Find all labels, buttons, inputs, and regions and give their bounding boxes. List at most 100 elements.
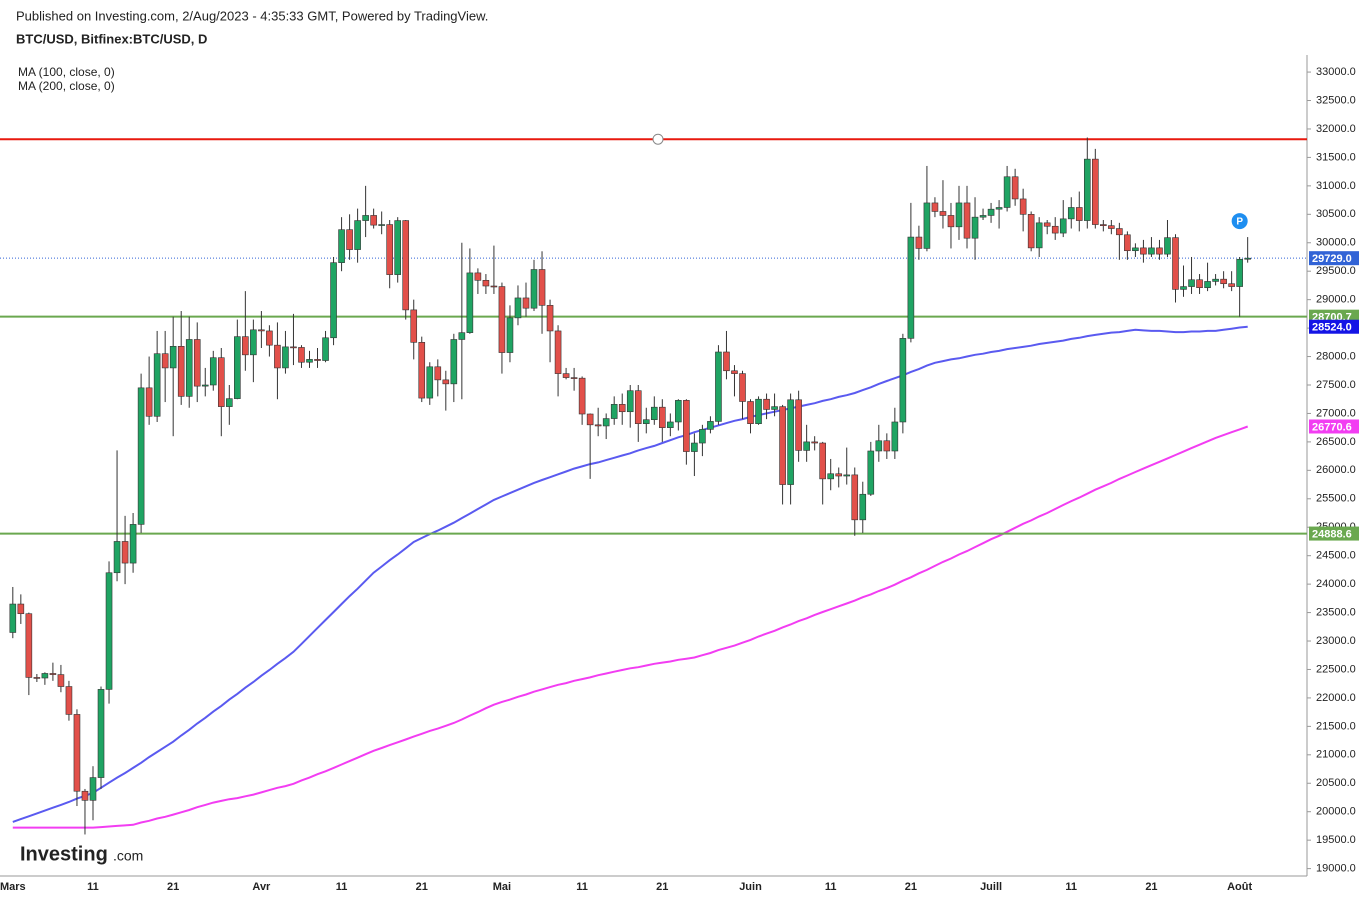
- y-tick-label: 28000.0: [1316, 350, 1356, 362]
- candle-body: [402, 220, 410, 311]
- candle-body: [217, 357, 225, 407]
- y-tick-label: 32500.0: [1316, 94, 1356, 106]
- candle-body: [699, 429, 706, 444]
- y-tick-label: 20500.0: [1316, 777, 1356, 789]
- y-tick-label: 29000.0: [1316, 294, 1356, 306]
- candle-body: [322, 337, 329, 361]
- price-tag-label: 29729.0: [1312, 253, 1352, 265]
- candle-body: [987, 208, 995, 216]
- candle-body: [1244, 257, 1251, 260]
- candle-body: [1204, 281, 1211, 289]
- y-tick-label: 23000.0: [1316, 635, 1356, 647]
- y-tick-label: 30500.0: [1316, 208, 1356, 220]
- ma-line: [12, 425, 1249, 829]
- candle-body: [707, 421, 714, 430]
- candle-body: [947, 215, 955, 228]
- y-tick-label: 20000.0: [1316, 806, 1356, 818]
- candle-body: [602, 418, 610, 427]
- candle-body: [634, 390, 642, 424]
- candle-body: [626, 390, 634, 413]
- y-tick-label: 21500.0: [1316, 720, 1356, 732]
- candle-body: [17, 603, 25, 615]
- candle-body: [490, 285, 498, 288]
- candle-body: [538, 269, 546, 306]
- candle-body: [121, 541, 129, 564]
- plot-area: [0, 133, 1307, 835]
- y-tick-label: 21000.0: [1316, 749, 1356, 761]
- candle-body: [410, 309, 418, 343]
- candle-body: [1132, 247, 1139, 252]
- candle-body: [426, 366, 434, 399]
- candle-body: [418, 342, 426, 399]
- x-tick-label: Juin: [739, 881, 762, 893]
- x-tick-label: Avr: [252, 881, 271, 893]
- candle-body: [1051, 225, 1059, 234]
- price-tag: [1309, 419, 1359, 434]
- candle-body: [193, 339, 201, 387]
- candle-body: [570, 377, 578, 379]
- x-tick-label: 11: [576, 881, 588, 893]
- candle-body: [209, 357, 217, 386]
- candle-body: [819, 442, 826, 480]
- candle-body: [177, 346, 185, 397]
- x-tick-label: Juill: [980, 881, 1002, 893]
- candle-body: [442, 379, 450, 385]
- candle-body: [859, 493, 867, 521]
- source-note: Published on Investing.com, 2/Aug/2023 -…: [16, 8, 488, 23]
- candle-body: [97, 689, 105, 778]
- candle-body: [65, 686, 73, 715]
- candle-body: [226, 398, 233, 407]
- y-tick-label: 19500.0: [1316, 834, 1356, 846]
- candle-body: [731, 370, 738, 374]
- candle-body: [883, 440, 891, 452]
- candle-body: [659, 406, 666, 428]
- y-tick-label: 31000.0: [1316, 180, 1356, 192]
- y-tick-label: 27000.0: [1316, 407, 1356, 419]
- candle-body: [1116, 228, 1123, 236]
- y-tick-label: 25500.0: [1316, 493, 1356, 505]
- candle-body: [907, 236, 915, 339]
- candle-body: [971, 216, 979, 239]
- candle-body: [1059, 218, 1067, 234]
- candle-body: [266, 330, 273, 346]
- y-tick-label: 26000.0: [1316, 464, 1356, 476]
- candle-body: [1180, 286, 1187, 290]
- candle-body: [73, 714, 81, 792]
- candle-body: [586, 413, 594, 426]
- y-tick-label: 19000.0: [1316, 863, 1356, 875]
- candle-body: [891, 421, 899, 452]
- candle-body: [562, 373, 570, 378]
- candle-body: [642, 419, 650, 424]
- candle-body: [450, 339, 458, 385]
- candle-body: [434, 366, 442, 381]
- candle-body: [546, 305, 554, 332]
- candle-body: [458, 332, 466, 340]
- y-tick-label: 33000.0: [1316, 66, 1356, 78]
- candle-body: [161, 353, 169, 369]
- y-tick-label: 24000.0: [1316, 578, 1356, 590]
- candle-body: [81, 790, 89, 801]
- x-tick-label: 11: [87, 881, 99, 893]
- candle-body: [843, 474, 851, 477]
- candle-body: [811, 441, 818, 444]
- candle-body: [739, 373, 746, 402]
- candle-body: [578, 377, 586, 415]
- x-tick-label: 21: [416, 881, 428, 893]
- x-tick-label: 21: [167, 881, 179, 893]
- x-tick-label: Août: [1227, 881, 1252, 893]
- candle-body: [362, 215, 369, 221]
- candle-body: [875, 440, 883, 452]
- x-tick-label: 11: [825, 881, 837, 893]
- x-tick-label: 21: [656, 881, 668, 893]
- logo-suffix: .com: [113, 848, 143, 864]
- candle-body: [618, 404, 626, 413]
- candle-body: [1043, 222, 1051, 227]
- candle-body: [282, 346, 289, 369]
- candle-body: [923, 202, 931, 249]
- candle-body: [137, 387, 145, 525]
- y-tick-label: 26500.0: [1316, 436, 1356, 448]
- candle-body: [234, 336, 241, 399]
- candle-body: [482, 280, 490, 287]
- candle-body: [851, 474, 859, 521]
